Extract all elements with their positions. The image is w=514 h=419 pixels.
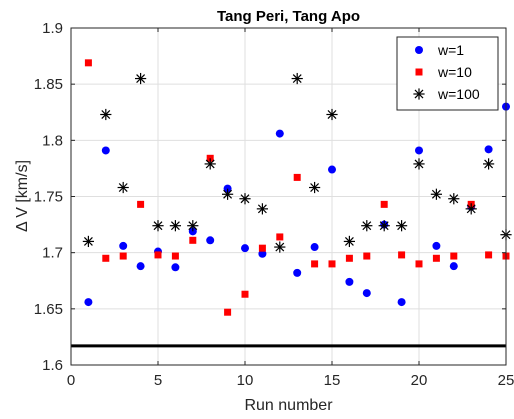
data-point	[345, 277, 354, 286]
data-point	[239, 193, 251, 205]
legend-label: w=10	[437, 64, 472, 80]
data-point	[84, 59, 92, 67]
data-point	[396, 220, 408, 232]
data-point	[362, 289, 371, 298]
data-point	[258, 244, 266, 252]
data-point	[204, 158, 216, 170]
data-point	[135, 72, 147, 85]
chart-title: Tang Peri, Tang Apo	[217, 8, 360, 25]
data-point	[328, 165, 336, 174]
x-tick-label: 25	[498, 372, 514, 389]
legend-label: w=100	[437, 86, 480, 102]
data-point	[345, 254, 353, 262]
y-tick-label: 1.9	[42, 20, 63, 37]
data-point	[291, 72, 303, 85]
legend-items: w=1 w=10 w=100	[413, 42, 480, 102]
data-point	[102, 254, 110, 262]
data-point	[136, 262, 145, 271]
data-point	[413, 158, 425, 170]
y-axis-label: Δ V [km/s]	[14, 160, 31, 232]
data-point	[119, 252, 127, 260]
data-point	[430, 188, 442, 200]
data-point	[432, 241, 441, 250]
data-point	[380, 200, 388, 208]
legend-box	[396, 36, 499, 111]
data-point	[241, 244, 249, 253]
data-point	[189, 236, 197, 244]
data-point	[310, 243, 319, 252]
axis-ticks: 0 5 10 15 20 25 1.6 1.65 1.7 1.75 1.8 1.85 1.9	[34, 20, 514, 389]
y-tick-label: 1.6	[42, 357, 63, 374]
data-point	[84, 298, 93, 307]
series-square	[84, 59, 510, 316]
legend-label: w=1	[437, 42, 464, 58]
data-point	[397, 298, 406, 307]
data-point	[484, 145, 493, 154]
y-tick-label: 1.8	[42, 132, 63, 149]
data-point	[223, 184, 232, 193]
data-point	[343, 235, 355, 248]
data-point	[224, 308, 232, 316]
x-tick-label: 0	[67, 372, 75, 389]
data-point	[398, 251, 406, 259]
data-point	[119, 241, 128, 250]
x-tick-label: 15	[324, 372, 341, 389]
data-point	[187, 220, 199, 232]
data-point	[206, 154, 214, 162]
data-point	[154, 251, 162, 259]
data-point	[82, 235, 95, 248]
data-point	[275, 129, 284, 138]
y-tick-label: 1.75	[34, 189, 63, 206]
legend: w=1 w=10 w=100	[396, 36, 499, 111]
y-tick-label: 1.85	[34, 76, 63, 93]
data-point	[363, 252, 371, 260]
data-point	[100, 108, 112, 121]
data-point	[378, 220, 390, 232]
data-point	[309, 181, 321, 194]
data-point	[169, 220, 181, 232]
data-point	[171, 252, 179, 260]
legend-marker-circle	[415, 46, 423, 54]
y-tick-label: 1.65	[34, 301, 63, 318]
data-point	[117, 181, 129, 194]
data-point	[293, 173, 301, 181]
data-point	[448, 193, 460, 205]
data-point	[450, 252, 458, 260]
data-point	[137, 200, 145, 208]
data-point	[328, 260, 336, 268]
data-point	[311, 260, 319, 268]
data-point	[274, 241, 286, 253]
data-point	[483, 158, 495, 170]
data-point	[152, 220, 164, 232]
legend-marker-square	[415, 68, 423, 76]
data-point	[485, 251, 493, 259]
y-tick-label: 1.7	[42, 245, 63, 262]
data-point	[222, 188, 234, 200]
data-point	[326, 108, 338, 121]
data-point	[101, 146, 110, 155]
x-tick-label: 10	[237, 372, 254, 389]
data-point	[206, 236, 215, 245]
data-point	[432, 254, 440, 262]
data-point	[449, 262, 458, 271]
data-point	[276, 233, 284, 241]
data-point	[258, 249, 267, 258]
x-tick-label: 5	[154, 372, 162, 389]
data-point	[465, 203, 477, 215]
data-point	[256, 203, 268, 215]
data-point	[415, 146, 423, 155]
data-point	[361, 220, 373, 232]
data-point	[241, 290, 249, 298]
data-point	[293, 268, 302, 277]
series-asterisk	[82, 72, 512, 253]
x-tick-label: 20	[411, 372, 428, 389]
data-point	[188, 227, 197, 236]
legend-marker-asterisk	[413, 88, 425, 100]
x-axis-label: Run number	[244, 397, 333, 414]
data-point	[171, 263, 180, 272]
data-point	[415, 260, 423, 268]
